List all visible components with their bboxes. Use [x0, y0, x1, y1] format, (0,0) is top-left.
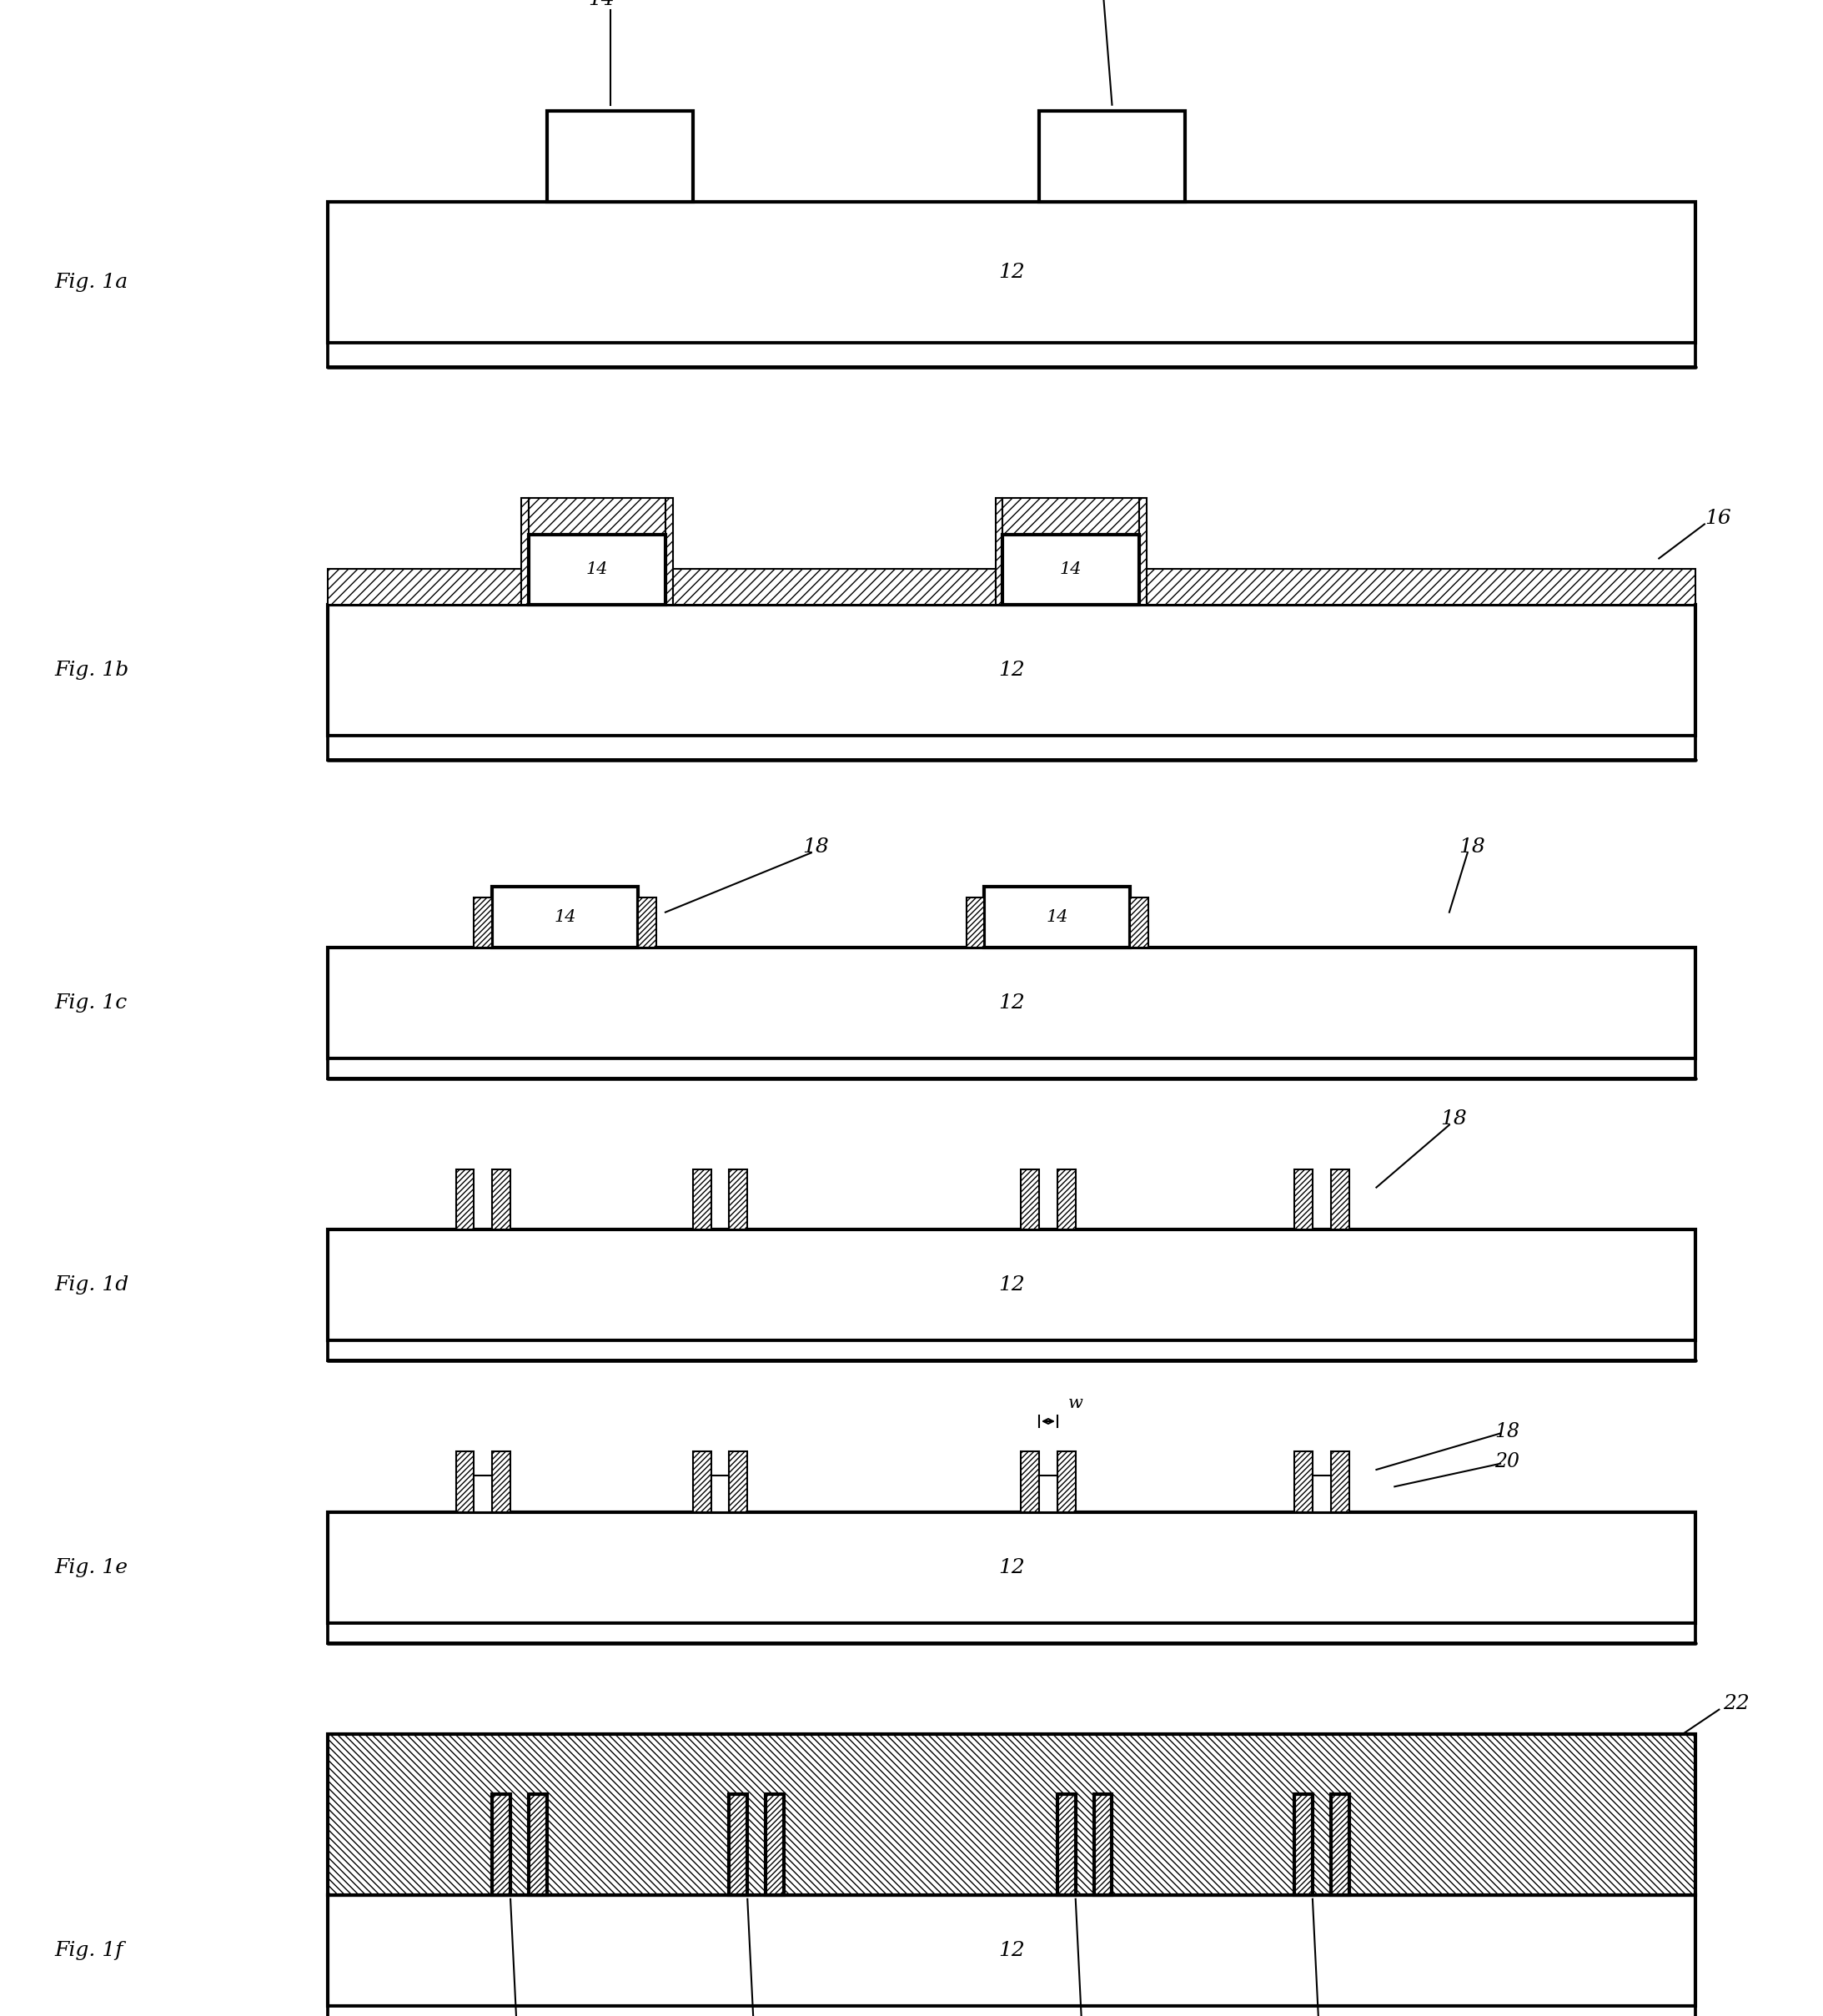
Text: Fig. 1f: Fig. 1f [55, 1941, 124, 1960]
Text: Fig. 1d: Fig. 1d [55, 1276, 129, 1294]
Bar [474, 897, 492, 948]
Bar [529, 1794, 547, 1895]
Polygon shape [328, 2006, 1695, 2016]
Text: 18: 18 [1458, 837, 1486, 857]
Polygon shape [328, 736, 1695, 760]
Text: w: w [1068, 1395, 1083, 1411]
Bar [1003, 534, 1139, 605]
Text: 18: 18 [802, 837, 829, 857]
Bar [966, 897, 984, 948]
Bar [638, 897, 656, 948]
Text: 14: 14 [554, 909, 576, 925]
Bar [984, 887, 1130, 948]
Bar [995, 498, 1003, 605]
Text: 16: 16 [1705, 508, 1732, 528]
Bar [1021, 1452, 1039, 1512]
Bar [1003, 498, 1139, 534]
Bar [328, 569, 521, 605]
Bar [1057, 1452, 1076, 1512]
Bar [665, 498, 673, 605]
Polygon shape [328, 1623, 1695, 1643]
Polygon shape [328, 1230, 1695, 1341]
Bar [547, 111, 693, 202]
Bar [1331, 1452, 1349, 1512]
Bar [711, 1476, 729, 1512]
Text: 12: 12 [999, 262, 1025, 282]
Polygon shape [328, 1341, 1695, 1361]
Text: 22: 22 [1723, 1693, 1750, 1714]
Text: Fig. 1b: Fig. 1b [55, 661, 129, 679]
Bar [492, 887, 638, 948]
Bar [529, 534, 665, 605]
Bar [492, 1169, 510, 1230]
Bar [766, 1794, 784, 1895]
Bar [1294, 1452, 1313, 1512]
Text: 12: 12 [999, 1276, 1025, 1294]
Bar [1147, 569, 1695, 605]
Polygon shape [328, 1895, 1695, 2006]
Polygon shape [328, 1512, 1695, 1623]
Polygon shape [328, 202, 1695, 343]
Bar [729, 1169, 747, 1230]
Polygon shape [328, 343, 1695, 367]
Text: 12: 12 [999, 994, 1025, 1012]
Bar [529, 498, 665, 534]
Text: 12: 12 [999, 1558, 1025, 1577]
Text: Fig. 1a: Fig. 1a [55, 272, 128, 292]
Bar [492, 1794, 510, 1895]
Bar [521, 498, 529, 605]
Polygon shape [328, 605, 1695, 736]
Bar [328, 1734, 1695, 1895]
Bar [1021, 1169, 1039, 1230]
Bar [693, 1169, 711, 1230]
Bar [1057, 1169, 1076, 1230]
Text: 14: 14 [589, 0, 614, 10]
Bar [1331, 1794, 1349, 1895]
Polygon shape [328, 948, 1695, 1058]
Text: 14: 14 [585, 562, 609, 577]
Polygon shape [328, 1058, 1695, 1079]
Bar [1057, 1794, 1076, 1895]
Bar [1294, 1794, 1313, 1895]
Bar [729, 1794, 747, 1895]
Bar [456, 1452, 474, 1512]
Bar [1331, 1169, 1349, 1230]
Bar [456, 1169, 474, 1230]
Text: 18: 18 [1495, 1421, 1520, 1441]
Text: 12: 12 [999, 661, 1025, 679]
Bar [474, 1476, 492, 1512]
Bar [729, 1452, 747, 1512]
Bar [693, 1452, 711, 1512]
Text: Fig. 1c: Fig. 1c [55, 994, 128, 1012]
Text: 12: 12 [999, 1941, 1025, 1960]
Bar [1139, 498, 1147, 605]
Bar [1294, 1169, 1313, 1230]
Bar [1039, 111, 1185, 202]
Bar [673, 569, 995, 605]
Text: 18: 18 [1440, 1109, 1468, 1129]
Bar [1130, 897, 1148, 948]
Text: 14: 14 [1046, 909, 1068, 925]
Bar [1313, 1476, 1331, 1512]
Bar [1039, 1476, 1057, 1512]
Text: 14: 14 [1059, 562, 1083, 577]
Text: 20: 20 [1495, 1452, 1520, 1472]
Text: Fig. 1e: Fig. 1e [55, 1558, 128, 1577]
Bar [492, 1452, 510, 1512]
Bar [1094, 1794, 1112, 1895]
